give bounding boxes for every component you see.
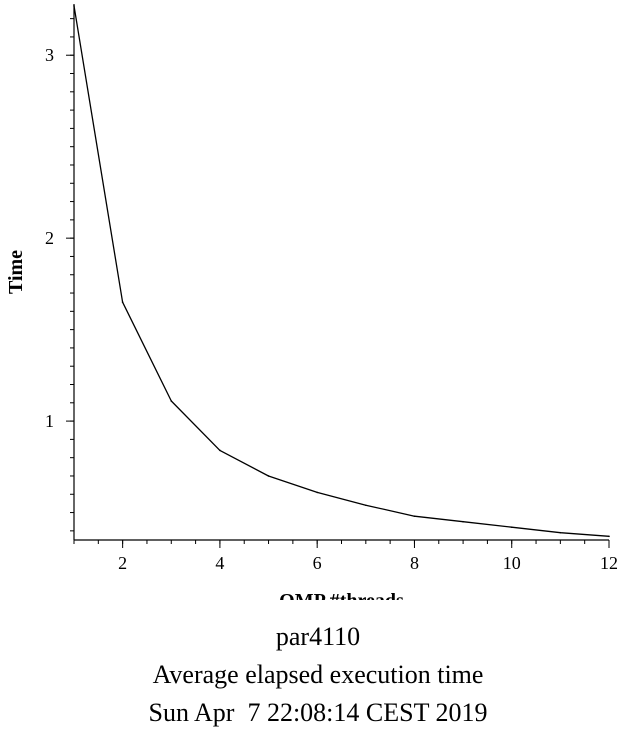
caption-timestamp: Sun Apr 7 22:08:14 CEST 2019 xyxy=(148,698,488,727)
data-point xyxy=(462,520,464,523)
data-point xyxy=(73,5,75,7)
major-ticks xyxy=(66,54,610,548)
caption-metric: Average elapsed execution time xyxy=(152,660,484,689)
y-axis-title: Time xyxy=(5,250,27,294)
data-point xyxy=(413,515,416,518)
x-axis-title: OMP #threads xyxy=(279,590,404,600)
data-point xyxy=(219,449,221,452)
x-tick-label: 10 xyxy=(503,553,521,573)
data-point xyxy=(510,526,513,528)
minor-ticks xyxy=(70,18,610,544)
caption-host: par4110 xyxy=(275,622,361,651)
data-point xyxy=(365,504,367,507)
y-tick-label: 1 xyxy=(45,411,54,431)
x-tick-label: 2 xyxy=(118,553,127,573)
x-tick-label: 8 xyxy=(410,553,419,573)
data-point xyxy=(608,535,610,538)
x-tick-label: 12 xyxy=(600,553,618,573)
data-points xyxy=(73,5,610,538)
data-point xyxy=(170,400,173,402)
data-point xyxy=(121,301,124,303)
x-tick-label: 6 xyxy=(313,553,322,573)
y-tick-label: 2 xyxy=(45,228,54,248)
series-line-time xyxy=(73,5,610,537)
data-point xyxy=(316,491,318,494)
data-point xyxy=(559,531,562,534)
data-point xyxy=(267,475,270,477)
x-tick-label: 4 xyxy=(215,553,224,573)
y-tick-label: 3 xyxy=(45,45,54,65)
